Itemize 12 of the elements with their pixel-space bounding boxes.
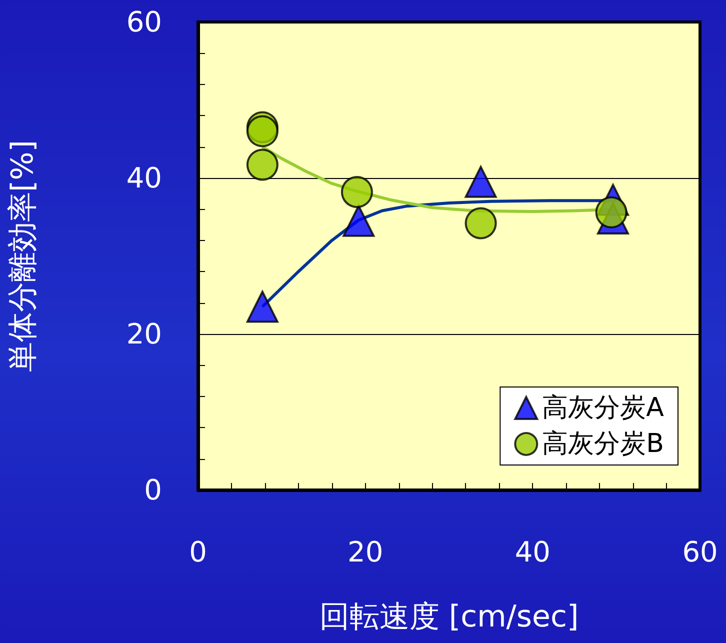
y-axis-title: 単体分離効率[%] [6,140,40,372]
legend-label: 高灰分炭A [542,393,664,423]
y-tick-label: 60 [126,6,162,38]
y-tick-label: 20 [126,318,162,350]
x-tick-label: 0 [189,536,207,568]
x-tick-label: 60 [682,536,718,568]
y-tick-label: 40 [126,162,162,194]
x-axis-title: 回転速度 [cm/sec] [319,600,579,634]
x-tick-label: 20 [348,536,384,568]
x-tick-label: 40 [514,536,550,568]
y-tick-label: 0 [144,474,162,506]
legend-label: 高灰分炭B [542,429,664,459]
